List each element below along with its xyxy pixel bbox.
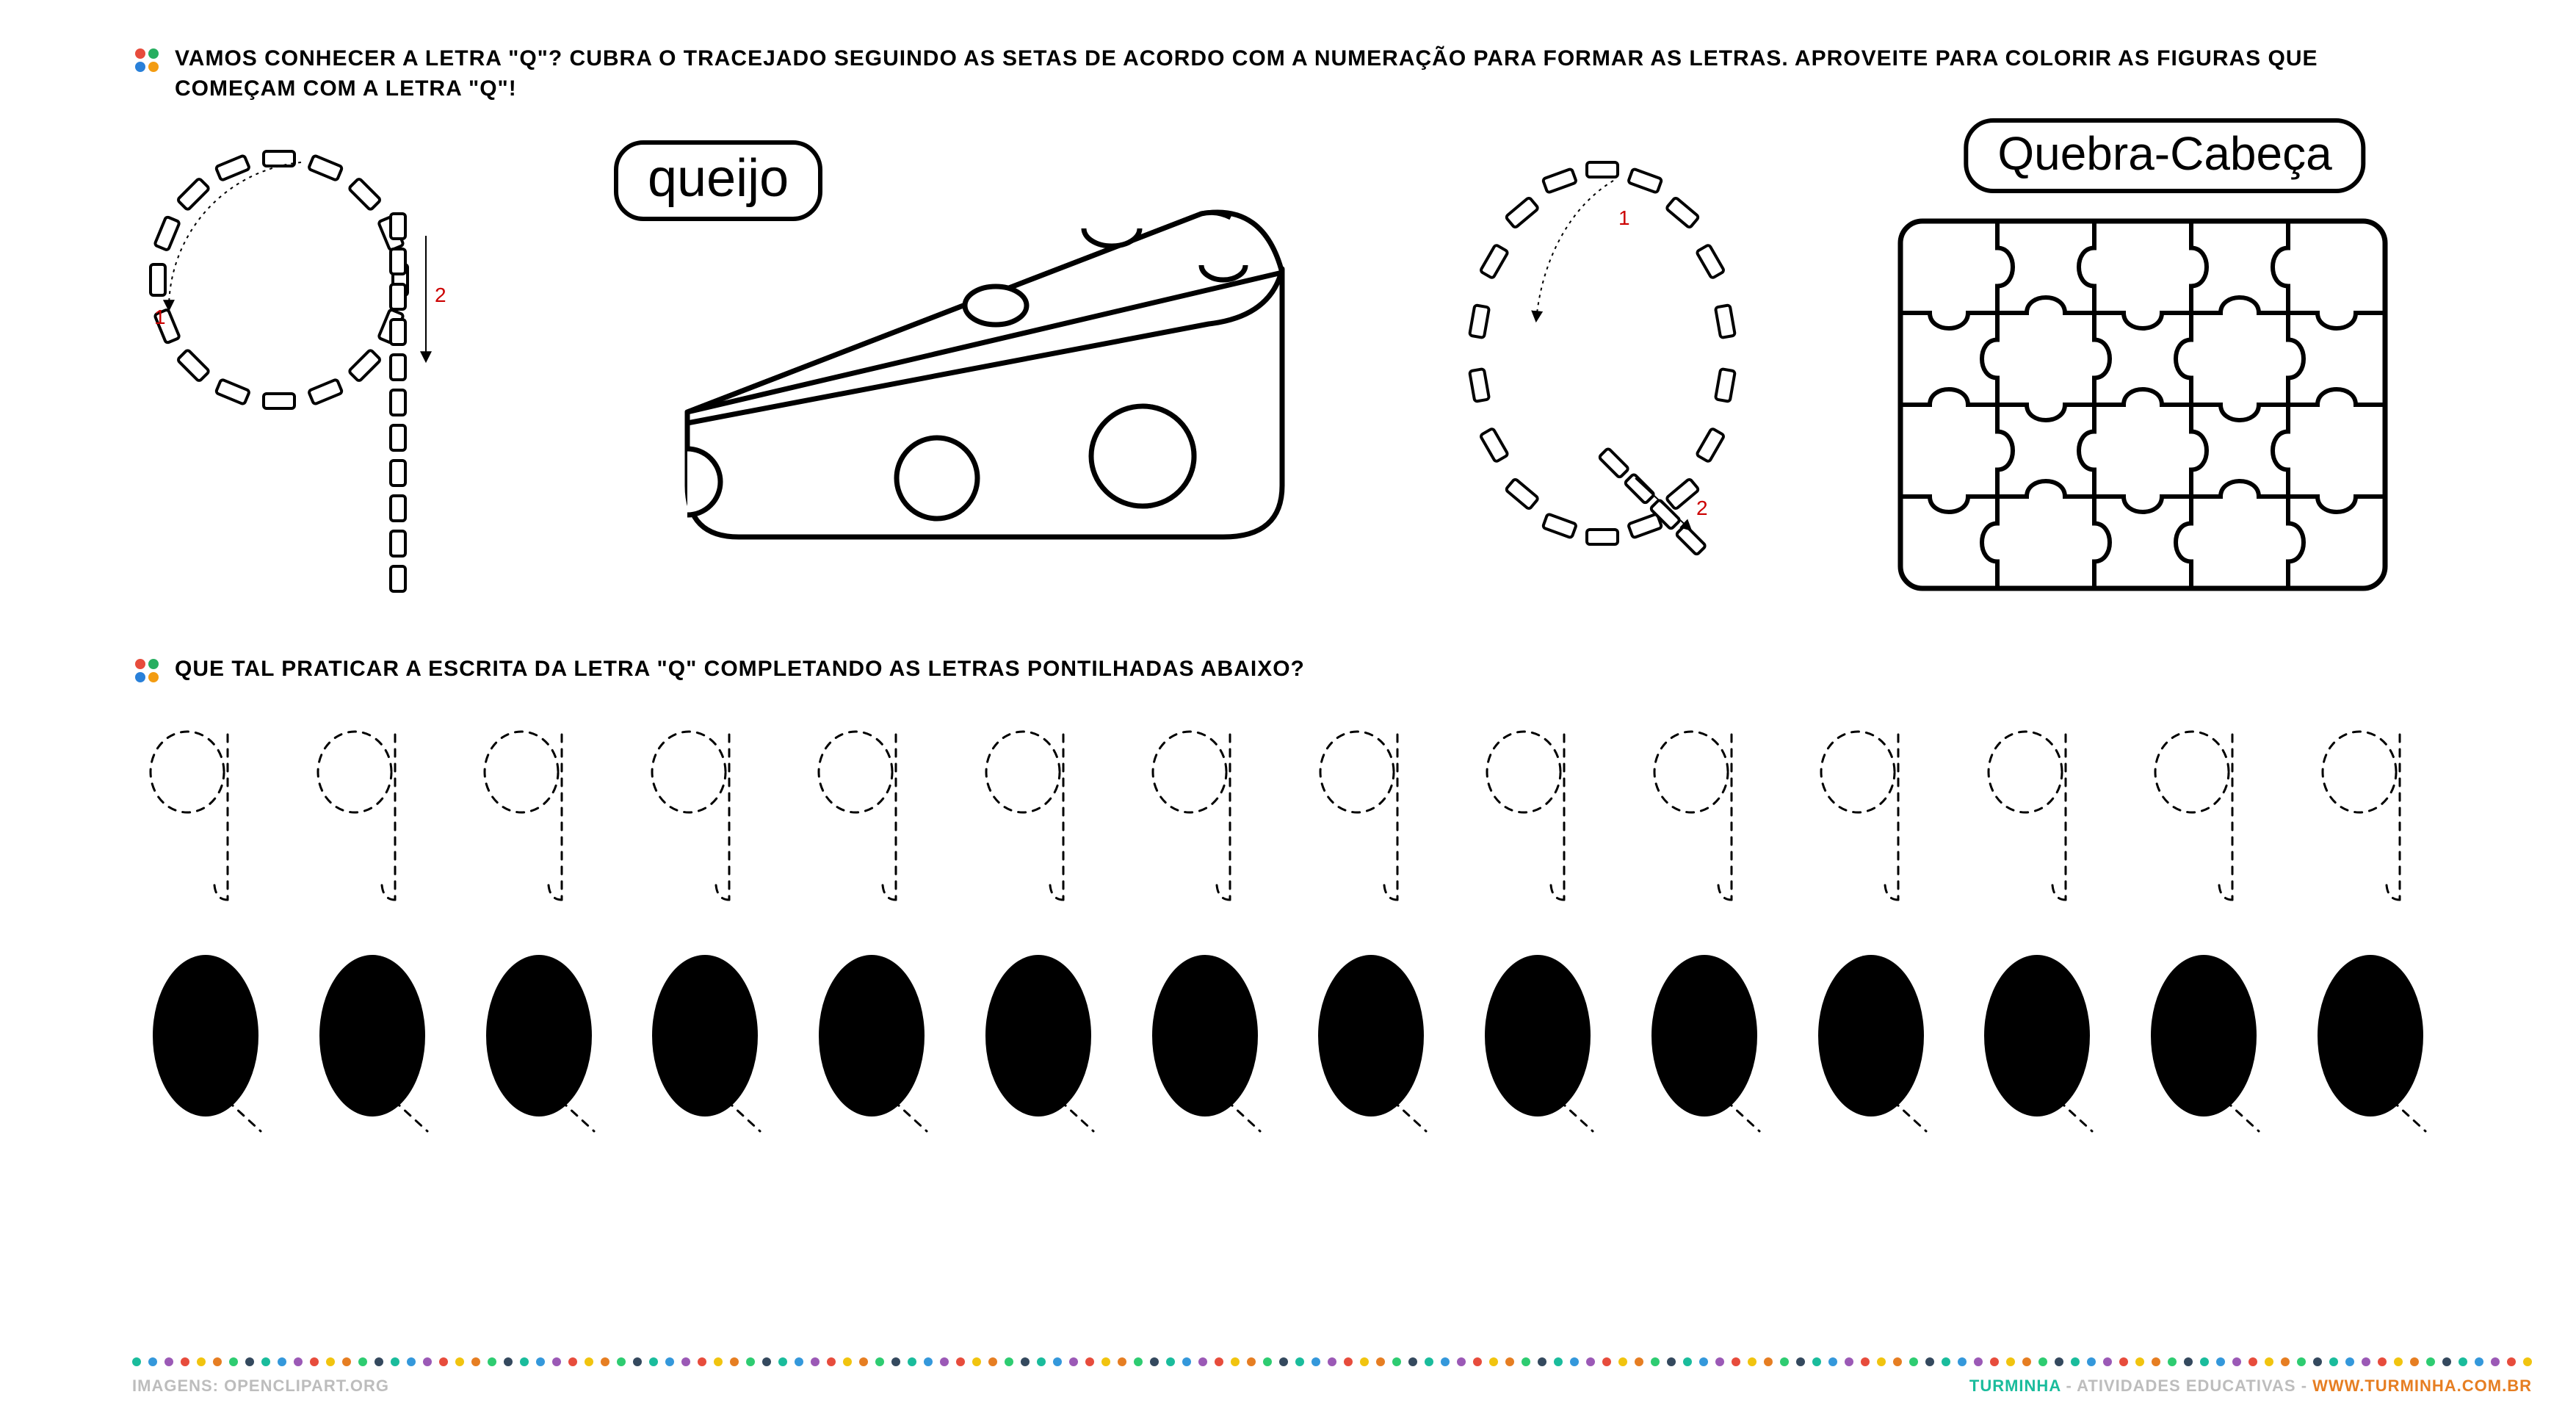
row-uppercase-q bbox=[132, 944, 2444, 1135]
dotted-lowercase-q bbox=[307, 716, 432, 907]
dotted-uppercase-q bbox=[1805, 944, 1937, 1135]
guide-number-1-upper: 1 bbox=[1618, 206, 1630, 229]
instruction-2-text: QUE TAL PRATICAR A ESCRITA DA LETRA "Q" … bbox=[175, 654, 1305, 685]
dotted-uppercase-q bbox=[806, 944, 938, 1135]
dotted-uppercase-q bbox=[1305, 944, 1437, 1135]
bullet-icon bbox=[132, 657, 162, 687]
dotted-lowercase-q bbox=[1810, 716, 1935, 907]
puzzle-illustration: Quebra-Cabeça bbox=[1886, 126, 2444, 596]
dotted-lowercase-q bbox=[2144, 716, 2269, 907]
dotted-uppercase-q bbox=[1472, 944, 1604, 1135]
bullet-icon bbox=[132, 47, 162, 76]
trace-lowercase-q: 1 2 bbox=[132, 126, 514, 596]
credits-left: IMAGENS: OPENCLIPART.ORG bbox=[132, 1377, 389, 1395]
dotted-lowercase-q bbox=[1476, 716, 1601, 907]
dotted-uppercase-q bbox=[473, 944, 605, 1135]
dotted-lowercase-q bbox=[975, 716, 1100, 907]
dotted-uppercase-q bbox=[1971, 944, 2103, 1135]
dotted-uppercase-q bbox=[306, 944, 438, 1135]
guide-number-1: 1 bbox=[154, 306, 166, 328]
instruction-1: VAMOS CONHECER A LETRA "Q"? CUBRA O TRAC… bbox=[132, 44, 2444, 104]
dotted-lowercase-q bbox=[1142, 716, 1267, 907]
tracing-section: 1 2 queijo bbox=[132, 126, 2444, 625]
dotted-lowercase-q bbox=[474, 716, 598, 907]
practice-rows bbox=[132, 716, 2444, 1135]
dotted-lowercase-q bbox=[2312, 716, 2436, 907]
instruction-2: QUE TAL PRATICAR A ESCRITA DA LETRA "Q" … bbox=[132, 654, 2444, 687]
word-bubble-quebra-cabeca: Quebra-Cabeça bbox=[1964, 118, 2365, 193]
dotted-uppercase-q bbox=[972, 944, 1104, 1135]
word-bubble-queijo: queijo bbox=[614, 140, 822, 221]
dotted-uppercase-q bbox=[1638, 944, 1770, 1135]
dotted-border bbox=[132, 1357, 2532, 1368]
url: WWW.TURMINHA.COM.BR bbox=[2312, 1377, 2532, 1395]
dotted-lowercase-q bbox=[808, 716, 933, 907]
dotted-lowercase-q bbox=[641, 716, 766, 907]
guide-number-2: 2 bbox=[435, 284, 446, 306]
dotted-lowercase-q bbox=[140, 716, 264, 907]
dotted-uppercase-q bbox=[639, 944, 771, 1135]
instruction-1-text: VAMOS CONHECER A LETRA "Q"? CUBRA O TRAC… bbox=[175, 44, 2444, 104]
lowercase-q-svg: 1 2 bbox=[132, 126, 514, 596]
cheese-illustration: queijo bbox=[643, 170, 1319, 581]
cheese-svg bbox=[643, 170, 1319, 552]
credits-right: TURMINHA - ATIVIDADES EDUCATIVAS - WWW.T… bbox=[1969, 1377, 2532, 1396]
uppercase-q-svg: 1 2 bbox=[1448, 140, 1756, 574]
dotted-uppercase-q bbox=[2304, 944, 2436, 1135]
dotted-uppercase-q bbox=[1139, 944, 1271, 1135]
worksheet-page: VAMOS CONHECER A LETRA "Q"? CUBRA O TRAC… bbox=[0, 0, 2576, 1201]
dotted-lowercase-q bbox=[1309, 716, 1434, 907]
footer: IMAGENS: OPENCLIPART.ORG TURMINHA - ATIV… bbox=[132, 1357, 2532, 1396]
dotted-uppercase-q bbox=[140, 944, 272, 1135]
brand: TURMINHA bbox=[1969, 1377, 2061, 1395]
dotted-uppercase-q bbox=[2138, 944, 2270, 1135]
puzzle-svg bbox=[1886, 206, 2400, 603]
row-lowercase-q bbox=[132, 716, 2444, 907]
dotted-lowercase-q bbox=[1643, 716, 1768, 907]
tagline: ATIVIDADES EDUCATIVAS bbox=[2077, 1377, 2295, 1395]
trace-uppercase-q: 1 2 bbox=[1448, 140, 1756, 574]
guide-number-2-upper: 2 bbox=[1696, 497, 1708, 519]
dotted-lowercase-q bbox=[1978, 716, 2102, 907]
